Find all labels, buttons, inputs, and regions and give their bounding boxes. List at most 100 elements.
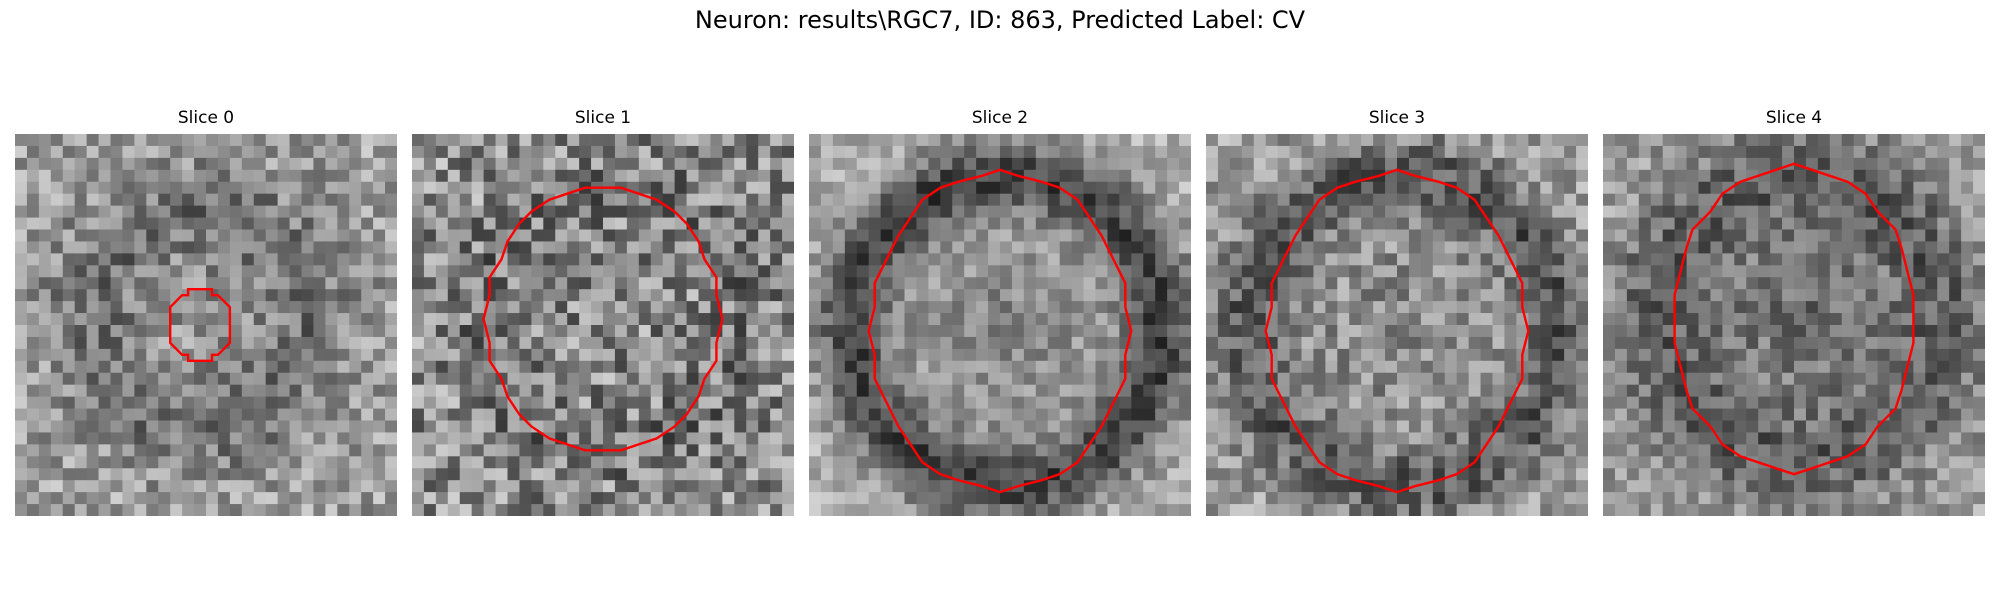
pixel <box>1686 360 1700 374</box>
pixel <box>1638 289 1652 302</box>
pixel <box>385 336 397 350</box>
pixel <box>567 205 580 219</box>
pixel <box>952 313 965 326</box>
pixel <box>579 134 592 147</box>
pixel <box>1095 134 1109 147</box>
pixel <box>1492 325 1506 338</box>
pixel <box>1468 313 1482 326</box>
pixel <box>385 432 397 445</box>
pixel <box>1540 468 1553 481</box>
pixel <box>337 408 350 422</box>
pixel <box>880 456 894 469</box>
pixel <box>844 193 858 207</box>
pixel <box>1576 265 1588 278</box>
pixel <box>1035 325 1049 338</box>
pixel <box>1337 145 1350 159</box>
pixel <box>1265 205 1279 219</box>
pixel <box>483 444 497 457</box>
pixel <box>325 229 338 243</box>
pixel <box>1095 145 1109 159</box>
pixel <box>1865 301 1879 314</box>
pixel <box>1206 205 1219 219</box>
pixel <box>650 169 664 183</box>
pixel <box>361 241 374 254</box>
pixel <box>1552 492 1565 505</box>
pixel <box>1626 396 1640 410</box>
pixel <box>1301 360 1315 374</box>
pixel <box>134 277 147 290</box>
pixel <box>447 313 461 326</box>
pixel <box>591 169 604 183</box>
pixel <box>1576 372 1588 386</box>
pixel <box>734 360 747 374</box>
pixel <box>1385 420 1398 434</box>
pixel <box>892 169 906 183</box>
pixel <box>38 134 52 147</box>
pixel <box>182 241 195 254</box>
pixel <box>1229 193 1243 207</box>
pixel <box>1035 372 1049 386</box>
pixel <box>1564 217 1577 231</box>
pixel <box>734 492 747 505</box>
pixel <box>1901 217 1914 231</box>
pixel <box>1817 336 1831 350</box>
pixel <box>698 301 712 314</box>
slice-image-1 <box>412 134 794 516</box>
pixel <box>1770 229 1783 243</box>
pixel <box>892 193 906 207</box>
pixel <box>832 313 846 326</box>
pixel <box>976 325 989 338</box>
pixel <box>1794 301 1807 314</box>
pixel <box>758 504 771 516</box>
pixel <box>1746 348 1759 362</box>
pixel <box>1083 241 1097 254</box>
pixel <box>614 313 628 326</box>
pixel <box>1385 408 1398 422</box>
pixel <box>412 169 425 183</box>
pixel <box>435 492 449 505</box>
pixel <box>1782 336 1795 350</box>
pixel <box>50 504 64 516</box>
pixel <box>856 408 870 422</box>
pixel <box>301 360 315 374</box>
pixel <box>1155 217 1168 231</box>
pixel <box>650 181 664 195</box>
pixel <box>1889 205 1903 219</box>
pixel <box>1035 313 1049 326</box>
pixel <box>206 504 219 516</box>
pixel <box>1408 241 1422 254</box>
pixel <box>1432 229 1446 243</box>
pixel <box>1734 348 1747 362</box>
pixel <box>15 193 28 207</box>
pixel <box>1047 325 1061 338</box>
pixel <box>1131 468 1144 481</box>
pixel <box>698 193 712 207</box>
pixel <box>809 468 822 481</box>
pixel <box>710 492 723 505</box>
pixel <box>868 456 882 469</box>
pixel <box>146 348 159 362</box>
pixel <box>614 504 628 516</box>
pixel <box>928 181 941 195</box>
pixel <box>1000 265 1013 278</box>
pixel <box>782 372 794 386</box>
pixel <box>1794 277 1807 290</box>
pixel <box>1674 336 1688 350</box>
pixel <box>110 157 124 171</box>
pixel <box>1179 360 1191 374</box>
pixel <box>638 229 652 243</box>
pixel <box>1782 325 1795 338</box>
pixel <box>313 134 326 147</box>
pixel <box>1000 348 1013 362</box>
pixel <box>1349 432 1362 445</box>
pixel <box>1155 336 1168 350</box>
pixel <box>1119 408 1132 422</box>
pixel <box>1229 360 1243 374</box>
pixel <box>988 372 1001 386</box>
pixel <box>1179 265 1191 278</box>
pixel <box>15 301 28 314</box>
pixel <box>770 372 783 386</box>
pixel <box>301 325 315 338</box>
pixel <box>1253 444 1267 457</box>
pixel <box>110 181 124 195</box>
